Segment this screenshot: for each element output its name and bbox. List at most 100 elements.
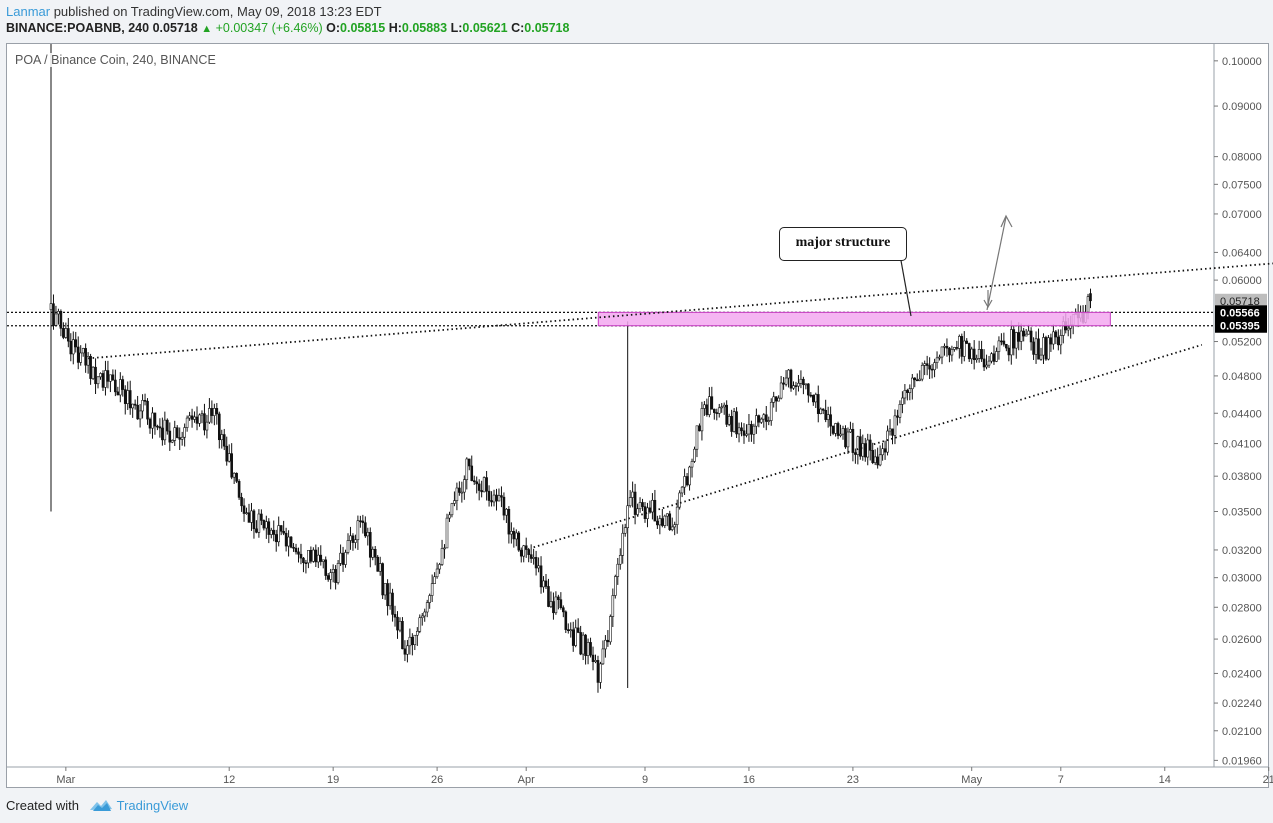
up-triangle-icon: ▲ — [201, 23, 213, 35]
candle-body — [967, 343, 971, 360]
candle-body — [235, 472, 238, 482]
candle-body — [198, 414, 201, 424]
candle-body — [252, 510, 256, 530]
candle-body — [104, 370, 107, 388]
candle-body — [1029, 330, 1033, 343]
candle-body — [240, 497, 243, 507]
annotation-callout[interactable]: major structure — [779, 227, 907, 261]
candle-body — [458, 487, 461, 493]
candle-body — [371, 548, 375, 558]
candle-body — [861, 443, 865, 457]
candle-body — [960, 336, 964, 357]
author-link[interactable]: Lanmar — [6, 4, 51, 19]
candle-body — [413, 634, 417, 646]
last-price: 0.05718 — [152, 21, 198, 35]
candle-body — [448, 514, 451, 519]
candle-body — [675, 506, 679, 525]
candle-body — [274, 534, 278, 543]
candle-body — [908, 388, 912, 393]
candle-body — [715, 412, 719, 414]
candle-body — [74, 339, 78, 348]
candle-body — [883, 448, 887, 453]
candle-body — [1027, 330, 1030, 335]
candle-body — [1054, 331, 1058, 338]
candle-body — [84, 348, 87, 366]
y-tick-label: 0.04100 — [1222, 439, 1262, 451]
candle-body — [388, 592, 392, 607]
candle-body — [430, 583, 434, 596]
symbol-label: BINANCE:POABNB, 240 — [6, 21, 150, 35]
candle-body — [910, 377, 914, 390]
candle-body — [453, 500, 456, 504]
candle-body — [903, 390, 907, 399]
candle-body — [683, 476, 686, 488]
candle-body — [1014, 332, 1018, 349]
candle-body — [440, 548, 444, 565]
candle-body — [423, 611, 427, 617]
y-tick-label: 0.07500 — [1222, 179, 1262, 191]
candle-body — [425, 602, 429, 613]
candle-body — [529, 554, 533, 559]
candle-body — [844, 428, 847, 448]
close-label: C: — [511, 21, 525, 35]
candle-body — [923, 363, 926, 366]
candle-body — [284, 532, 288, 547]
candle-body — [517, 532, 521, 551]
symbol-bar: BINANCE:POABNB, 240 0.05718 ▲ +0.00347 (… — [6, 21, 569, 35]
candle-body — [876, 456, 879, 466]
candle-body — [606, 639, 610, 643]
y-tick-label: 0.06400 — [1222, 247, 1262, 259]
candle-body — [784, 377, 788, 385]
candle-body — [512, 531, 516, 540]
y-tick-label: 0.04800 — [1222, 371, 1262, 383]
upper-trendline — [88, 262, 1273, 360]
candle-body — [997, 340, 1001, 352]
candle-body — [1007, 347, 1011, 356]
candle-body — [495, 494, 498, 502]
footer: Created with TradingView — [6, 797, 188, 816]
candle-body — [500, 495, 503, 498]
candle-body — [121, 379, 125, 390]
candle-body — [218, 413, 221, 441]
candle-body — [131, 403, 134, 409]
candle-body — [992, 353, 996, 362]
candle-body — [158, 426, 162, 429]
candle-body — [312, 549, 315, 562]
candle-body — [918, 378, 922, 381]
candle-body — [52, 303, 55, 326]
candle-body — [782, 382, 785, 385]
candle-body — [450, 503, 454, 516]
candle-body — [576, 627, 580, 633]
breakout-arrow-line — [986, 216, 1007, 311]
candle-body — [230, 453, 233, 478]
candle-body — [569, 629, 573, 632]
open-label: O: — [326, 21, 341, 35]
candle-body — [878, 454, 882, 466]
candle-body — [344, 552, 347, 565]
candle-body — [777, 397, 780, 402]
candle-body — [188, 415, 191, 419]
candle-body — [663, 515, 667, 526]
candle-body — [930, 368, 934, 371]
candle-body — [591, 654, 595, 663]
candle-body — [1066, 327, 1070, 331]
candle-body — [863, 443, 867, 458]
candle-body — [906, 390, 909, 393]
candle-body — [737, 427, 741, 435]
candle-body — [153, 412, 157, 427]
candle-body — [1047, 337, 1050, 360]
candle-body — [656, 520, 659, 526]
candle-body — [537, 565, 540, 569]
candle-body — [297, 551, 300, 555]
candle-body — [995, 351, 998, 362]
candle-body — [265, 521, 268, 529]
candle-body — [428, 595, 431, 603]
lower-trendline — [533, 343, 1203, 549]
candle-body — [289, 536, 293, 548]
candle-body — [685, 476, 689, 486]
candle-body — [477, 483, 481, 491]
tradingview-brand-link[interactable]: TradingView — [116, 797, 189, 813]
price-badge-label: 0.05395 — [1220, 321, 1260, 333]
candle-body — [1059, 335, 1063, 346]
